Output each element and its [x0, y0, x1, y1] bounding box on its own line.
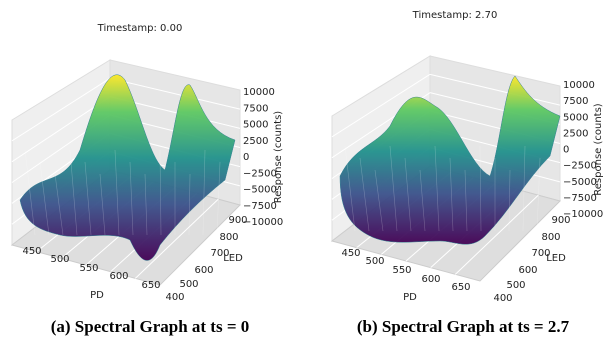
wireframe	[159, 149, 162, 236]
axes-box	[10, 59, 241, 286]
z-tick-label: −7500	[243, 201, 277, 212]
y-axis-label: LED	[546, 253, 566, 264]
wireframe	[508, 169, 511, 232]
x-tick-label: 450	[22, 246, 41, 257]
wireframe	[434, 145, 440, 232]
y-axis-label: LED	[223, 253, 243, 264]
wireframe	[39, 161, 50, 236]
panel: Timestamp: 2.70 10000 7500 5000 2500 0 −2500 −5…	[330, 10, 604, 336]
y-tick-label: 700	[210, 248, 229, 259]
pane-grid	[109, 77, 241, 110]
surface	[339, 75, 561, 245]
wireframe	[344, 145, 356, 232]
y-tick-label: 600	[518, 265, 537, 276]
z-axis-label: Response (counts)	[273, 111, 284, 204]
floor-grid	[454, 194, 539, 275]
wireframe	[216, 161, 221, 236]
x-axis-label: PD	[90, 290, 104, 301]
pane-grid	[11, 96, 111, 163]
y-tick-label: 800	[219, 232, 238, 243]
x-axis-label: PD	[403, 292, 417, 303]
wireframe	[419, 169, 426, 232]
wireframe	[522, 145, 526, 232]
wireframe	[99, 173, 106, 236]
axes-box	[330, 55, 561, 282]
pane-grid	[11, 77, 111, 142]
z-tick-label: −2500	[243, 168, 277, 179]
panel-title: Timestamp: 0.00	[97, 23, 183, 34]
z-tick-label: −5000	[563, 177, 597, 188]
wireframe	[144, 173, 148, 236]
z-tick-label: 2500	[563, 128, 588, 139]
x-tick-label: 550	[79, 263, 98, 274]
wireframe	[359, 157, 370, 232]
y-tick-label: 500	[506, 280, 525, 291]
wireframe	[69, 149, 78, 236]
wireframe	[404, 157, 412, 232]
z-tick-label: −10000	[563, 209, 603, 220]
pane-grid	[429, 73, 561, 106]
y-tick-label: 400	[493, 293, 512, 304]
z-axis-label: Response (counts)	[593, 103, 604, 196]
z-tick-label: −10000	[243, 217, 283, 228]
wireframe	[24, 149, 36, 236]
y-tick-label: 900	[228, 215, 247, 226]
floor-grid	[134, 198, 219, 279]
wireframe	[479, 145, 482, 232]
z-tick-label: 0	[563, 145, 569, 156]
x-tick-label: 500	[365, 256, 384, 267]
z-tick-label: 7500	[563, 96, 588, 107]
x-tick-label: 650	[451, 282, 470, 293]
y-tick-label: 500	[179, 279, 198, 290]
z-tick-label: 0	[243, 152, 249, 163]
z-tick-label: −2500	[563, 161, 597, 172]
x-tick-label: 550	[392, 265, 411, 276]
x-tick-label: 600	[421, 274, 440, 285]
wireframe	[129, 161, 134, 236]
z-tick-label: 2500	[243, 136, 268, 147]
z-tick-label: 7500	[243, 103, 268, 114]
z-tick-label: 5000	[243, 120, 268, 131]
y-tick-label: 900	[551, 215, 570, 226]
pane-grid	[331, 73, 431, 138]
y-tick-label: 600	[194, 265, 213, 276]
z-tick-label: 5000	[563, 112, 588, 123]
y-tick-label: 800	[541, 232, 560, 243]
wireframe	[464, 169, 468, 232]
wireframe	[114, 149, 120, 236]
wireframe	[389, 145, 398, 232]
caption: (b) Spectral Graph at ts = 2.7	[357, 317, 570, 336]
x-tick-label: 600	[109, 271, 128, 282]
wireframe	[536, 157, 541, 232]
z-tick-label: 10000	[243, 87, 275, 98]
panel-title: Timestamp: 2.70	[412, 10, 498, 21]
wireframe	[374, 169, 384, 232]
z-tick-label: −5000	[243, 185, 277, 196]
x-tick-label: 450	[341, 248, 360, 259]
caption: (a) Spectral Graph at ts = 0	[51, 317, 250, 336]
x-tick-label: 650	[141, 280, 160, 291]
panel: Timestamp: 0.00 10000 7500 5000 2500 0 −2500 −5…	[10, 23, 284, 336]
wireframe	[449, 157, 454, 232]
z-tick-label: 10000	[563, 80, 595, 91]
wireframe	[188, 173, 191, 236]
x-tick-label: 500	[50, 254, 69, 265]
wireframe	[202, 149, 206, 236]
y-tick-label: 400	[165, 292, 184, 303]
wireframe	[84, 161, 92, 236]
z-tick-label: −7500	[563, 193, 597, 204]
surface	[19, 74, 236, 261]
y-tick-label: 700	[531, 248, 550, 259]
wireframe	[54, 173, 64, 236]
